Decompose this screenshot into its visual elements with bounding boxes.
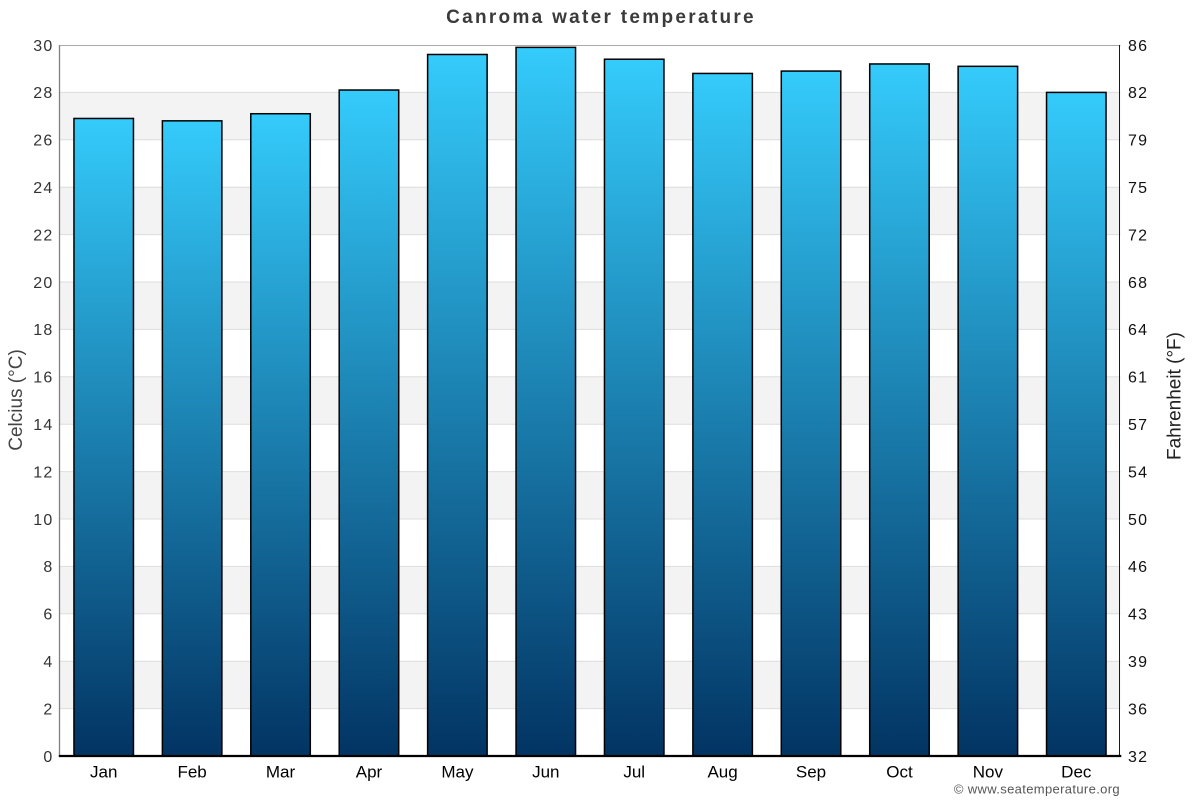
svg-text:Aug: Aug [707,763,737,782]
svg-text:22: 22 [33,227,53,244]
svg-text:61: 61 [1128,370,1148,387]
svg-text:82: 82 [1128,85,1148,102]
svg-text:54: 54 [1128,464,1148,481]
svg-text:18: 18 [33,322,53,339]
svg-text:Oct: Oct [886,763,913,782]
svg-text:Nov: Nov [973,763,1004,782]
svg-text:39: 39 [1128,654,1148,671]
svg-text:36: 36 [1128,701,1148,718]
svg-text:30: 30 [33,38,53,55]
svg-text:26: 26 [33,133,53,150]
svg-text:32: 32 [1128,749,1148,766]
svg-text:46: 46 [1128,559,1148,576]
svg-text:Jun: Jun [532,763,559,782]
svg-text:© www.seatemperature.org: © www.seatemperature.org [954,782,1120,797]
svg-text:Sep: Sep [796,763,826,782]
svg-text:2: 2 [43,701,53,718]
svg-text:Feb: Feb [177,763,206,782]
svg-text:79: 79 [1128,133,1148,150]
svg-text:0: 0 [43,749,53,766]
svg-text:14: 14 [33,417,53,434]
svg-text:6: 6 [43,607,53,624]
svg-text:86: 86 [1128,38,1148,55]
svg-text:72: 72 [1128,227,1148,244]
svg-text:Apr: Apr [356,763,383,782]
svg-text:28: 28 [33,85,53,102]
svg-text:8: 8 [43,559,53,576]
svg-text:75: 75 [1128,180,1148,197]
svg-text:57: 57 [1128,417,1148,434]
svg-text:Jan: Jan [90,763,117,782]
svg-text:10: 10 [33,512,53,529]
svg-text:Fahrenheit (°F): Fahrenheit (°F) [1165,332,1186,460]
svg-text:4: 4 [43,654,53,671]
svg-text:68: 68 [1128,275,1148,292]
svg-text:24: 24 [33,180,53,197]
svg-text:50: 50 [1128,512,1148,529]
svg-text:Dec: Dec [1061,763,1092,782]
svg-text:64: 64 [1128,322,1148,339]
svg-text:12: 12 [33,464,53,481]
svg-text:43: 43 [1128,607,1148,624]
svg-text:Jul: Jul [623,763,645,782]
svg-text:Canroma water temperature: Canroma water temperature [446,7,756,28]
svg-text:20: 20 [33,275,53,292]
svg-text:16: 16 [33,370,53,387]
svg-text:Mar: Mar [266,763,296,782]
svg-text:May: May [441,763,474,782]
svg-text:Celcius (°C): Celcius (°C) [6,349,27,451]
